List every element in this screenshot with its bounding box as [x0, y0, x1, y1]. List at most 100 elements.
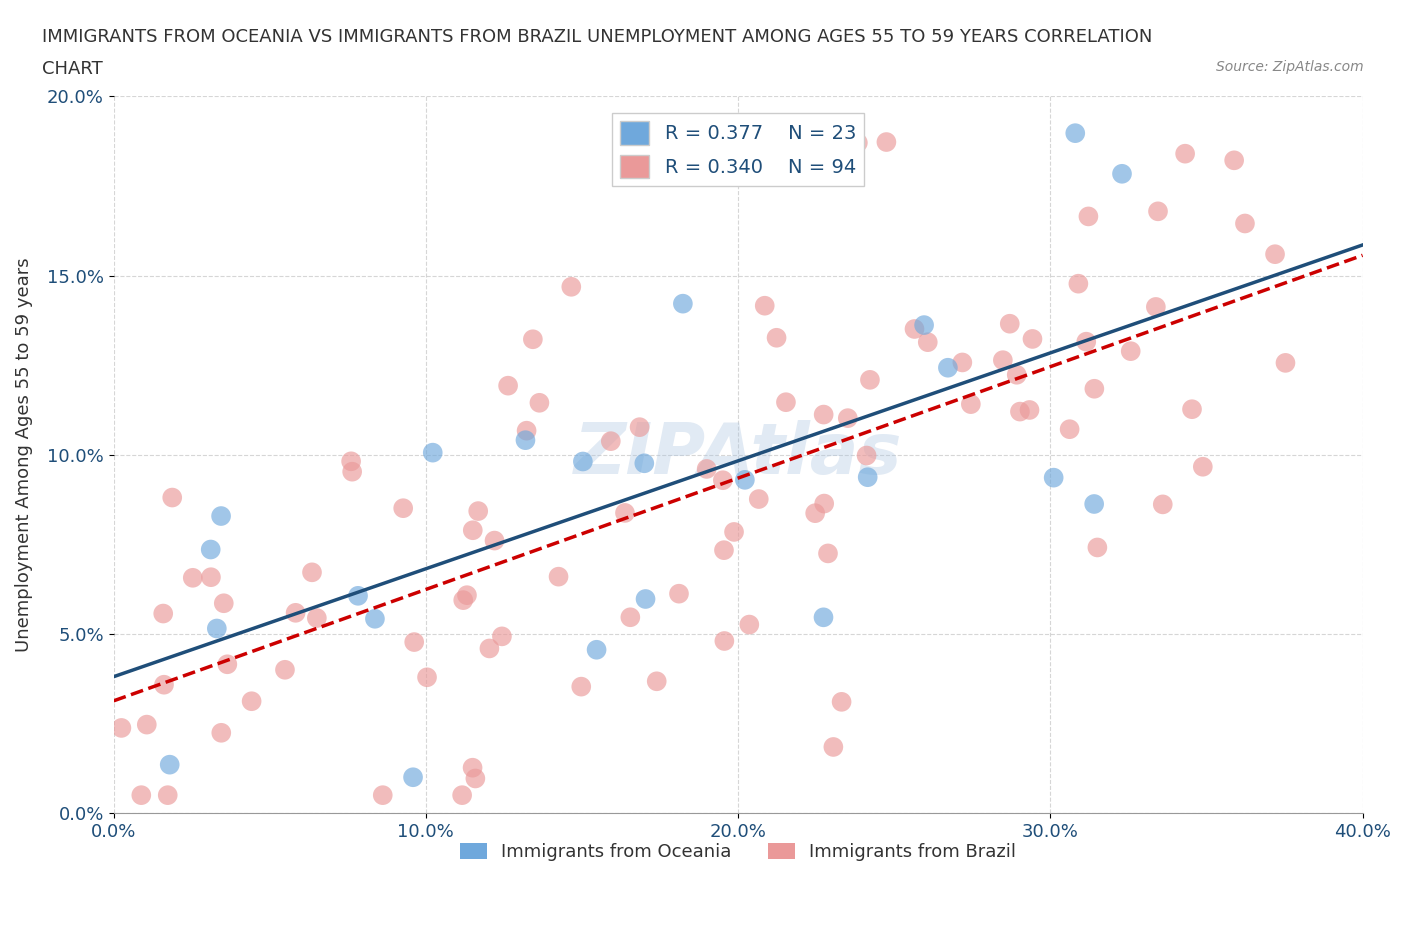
Point [1077, 209, 1099, 224]
Point [1018, 403, 1040, 418]
Point [152, 606, 174, 621]
Point [1144, 299, 1167, 314]
Point [831, 695, 853, 710]
Point [1067, 276, 1090, 291]
Point [998, 316, 1021, 331]
Point [464, 771, 486, 786]
Point [1174, 146, 1197, 161]
Point [734, 472, 756, 487]
Point [451, 788, 474, 803]
Point [859, 372, 882, 387]
Point [723, 525, 745, 539]
Text: IMMIGRANTS FROM OCEANIA VS IMMIGRANTS FROM BRAZIL UNEMPLOYMENT AMONG AGES 55 TO : IMMIGRANTS FROM OCEANIA VS IMMIGRANTS FR… [42, 28, 1153, 46]
Point [209, 725, 232, 740]
Point [614, 506, 637, 521]
Point [240, 694, 263, 709]
Point [1042, 471, 1064, 485]
Point [529, 395, 551, 410]
Point [903, 322, 925, 337]
Point [813, 610, 835, 625]
Point [135, 717, 157, 732]
Point [200, 542, 222, 557]
Point [813, 407, 835, 422]
Point [846, 135, 869, 150]
Point [572, 454, 595, 469]
Point [813, 496, 835, 511]
Point [560, 279, 582, 294]
Point [491, 629, 513, 644]
Point [1008, 405, 1031, 419]
Text: Source: ZipAtlas.com: Source: ZipAtlas.com [1216, 60, 1364, 74]
Point [1064, 126, 1087, 140]
Point [856, 470, 879, 485]
Point [301, 565, 323, 579]
Point [1264, 246, 1286, 261]
Point [1152, 497, 1174, 512]
Point [754, 299, 776, 313]
Point [991, 352, 1014, 367]
Point [340, 464, 363, 479]
Point [160, 490, 183, 505]
Y-axis label: Unemployment Among Ages 55 to 59 years: Unemployment Among Ages 55 to 59 years [15, 258, 32, 652]
Point [484, 533, 506, 548]
Point [713, 633, 735, 648]
Point [804, 506, 827, 521]
Point [422, 445, 444, 460]
Point [461, 760, 484, 775]
Text: CHART: CHART [42, 60, 103, 78]
Text: ZIPAtlas: ZIPAtlas [574, 420, 903, 489]
Point [129, 788, 152, 803]
Point [619, 610, 641, 625]
Point [1274, 355, 1296, 370]
Point [1181, 402, 1204, 417]
Point [633, 456, 655, 471]
Point [950, 355, 973, 370]
Point [738, 618, 761, 632]
Point [451, 592, 474, 607]
Point [416, 670, 439, 684]
Point [817, 546, 839, 561]
Point [522, 332, 544, 347]
Point [628, 419, 651, 434]
Point [212, 596, 235, 611]
Point [713, 543, 735, 558]
Point [645, 674, 668, 689]
Point [205, 621, 228, 636]
Point [960, 397, 983, 412]
Point [305, 611, 328, 626]
Point [274, 662, 297, 677]
Point [1083, 381, 1105, 396]
Point [461, 523, 484, 538]
Point [200, 570, 222, 585]
Point [478, 641, 501, 656]
Point [917, 335, 939, 350]
Point [875, 135, 897, 150]
Point [696, 461, 718, 476]
Point [284, 605, 307, 620]
Point [711, 472, 734, 487]
Point [775, 394, 797, 409]
Legend: Immigrants from Oceania, Immigrants from Brazil: Immigrants from Oceania, Immigrants from… [453, 836, 1024, 869]
Point [340, 454, 363, 469]
Point [1059, 422, 1081, 437]
Point [668, 586, 690, 601]
Point [672, 297, 695, 312]
Point [1191, 459, 1213, 474]
Point [599, 433, 621, 448]
Point [347, 589, 370, 604]
Point [1076, 334, 1098, 349]
Point [153, 677, 176, 692]
Point [467, 504, 489, 519]
Point [159, 757, 181, 772]
Point [1233, 216, 1256, 231]
Point [1085, 540, 1108, 555]
Point [404, 634, 426, 649]
Point [217, 657, 239, 671]
Point [547, 569, 569, 584]
Point [110, 721, 132, 736]
Point [1111, 166, 1133, 181]
Point [1083, 497, 1105, 512]
Point [1005, 367, 1028, 382]
Point [209, 509, 232, 524]
Point [1147, 204, 1170, 219]
